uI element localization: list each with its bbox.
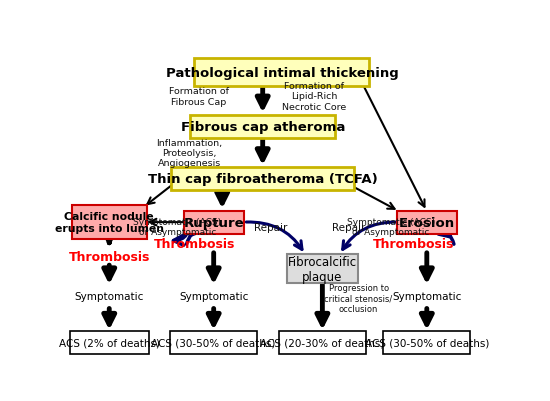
Text: Symptomatic (ACS)
or Asymptomatic: Symptomatic (ACS) or Asymptomatic	[346, 217, 434, 237]
Text: ACS (2% of deaths): ACS (2% of deaths)	[59, 338, 160, 348]
Text: Erosion: Erosion	[399, 216, 455, 229]
Text: ACS (30-50% of deaths): ACS (30-50% of deaths)	[151, 338, 276, 348]
Text: Symptomatic: Symptomatic	[179, 292, 249, 302]
FancyBboxPatch shape	[279, 331, 366, 354]
FancyBboxPatch shape	[72, 206, 146, 239]
Text: Formation of
Lipid-Rich
Necrotic Core: Formation of Lipid-Rich Necrotic Core	[282, 82, 346, 111]
Text: Thrombosis: Thrombosis	[373, 238, 455, 251]
FancyBboxPatch shape	[171, 168, 354, 191]
FancyBboxPatch shape	[195, 59, 369, 87]
Text: Inflammation,
Proteolysis,
Angiogenesis: Inflammation, Proteolysis, Angiogenesis	[156, 138, 222, 168]
Text: Thrombosis: Thrombosis	[154, 238, 235, 251]
FancyBboxPatch shape	[287, 254, 358, 284]
Text: Repair: Repair	[332, 222, 365, 232]
Text: Rupture: Rupture	[183, 216, 244, 229]
Text: Symptomatic (ACS)
or Asymptomatic: Symptomatic (ACS) or Asymptomatic	[134, 217, 222, 237]
Text: Pathological intimal thickening: Pathological intimal thickening	[166, 66, 398, 79]
FancyBboxPatch shape	[170, 331, 257, 354]
FancyBboxPatch shape	[397, 211, 456, 234]
Text: Fibrocalcific
plaque: Fibrocalcific plaque	[288, 255, 357, 283]
Text: Thrombosis: Thrombosis	[69, 250, 150, 263]
Text: Symptomatic: Symptomatic	[75, 292, 144, 302]
Text: ACS (20-30% of deaths): ACS (20-30% of deaths)	[260, 338, 384, 348]
FancyBboxPatch shape	[184, 211, 244, 234]
Text: ACS (30-50% of deaths): ACS (30-50% of deaths)	[365, 338, 489, 348]
FancyBboxPatch shape	[70, 331, 148, 354]
Text: Progression to
critical stenosis/
occlusion: Progression to critical stenosis/ occlus…	[324, 284, 393, 313]
Text: Calcific nodule
erupts into lumen: Calcific nodule erupts into lumen	[55, 212, 164, 233]
Text: Repair: Repair	[254, 222, 288, 232]
Text: Formation of
Fibrous Cap: Formation of Fibrous Cap	[169, 87, 229, 106]
FancyBboxPatch shape	[383, 331, 470, 354]
FancyBboxPatch shape	[190, 115, 335, 138]
Text: Thin cap fibroatheroma (TCFA): Thin cap fibroatheroma (TCFA)	[148, 173, 377, 186]
Text: Symptomatic: Symptomatic	[392, 292, 461, 302]
Text: Fibrous cap atheroma: Fibrous cap atheroma	[180, 120, 345, 134]
